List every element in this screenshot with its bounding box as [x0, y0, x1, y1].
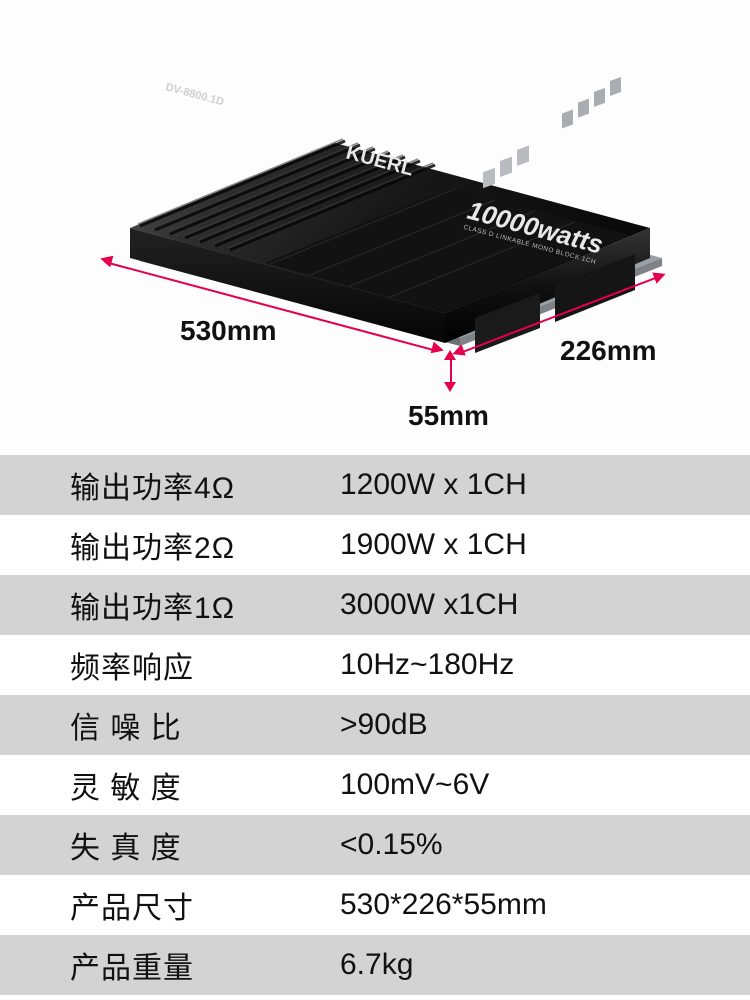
dim-label-width: 226mm: [560, 335, 657, 367]
spec-label: 频率响应: [0, 643, 300, 687]
spec-row: 信 噪 比>90dB: [0, 695, 750, 755]
dim-arrow: [444, 350, 456, 360]
spec-label: 产品重量: [0, 943, 300, 987]
spec-row: 输出功率4Ω1200W x 1CH: [0, 455, 750, 515]
spec-row: 输出功率2Ω1900W x 1CH: [0, 515, 750, 575]
spec-label: 输出功率4Ω: [0, 463, 300, 507]
spec-value: 1200W x 1CH: [300, 468, 750, 502]
spec-row: 灵 敏 度100mV~6V: [0, 755, 750, 815]
spec-value: 100mV~6V: [300, 768, 750, 802]
spec-value: <0.15%: [300, 828, 750, 862]
spec-row: 产品尺寸530*226*55mm: [0, 875, 750, 935]
spec-value: 530*226*55mm: [300, 888, 750, 922]
spec-label: 输出功率1Ω: [0, 583, 300, 627]
spec-value: 3000W x1CH: [300, 588, 750, 622]
product-image-area: DV-8800.1D KUERL 10000watts CLASS D LINK…: [0, 0, 750, 455]
spec-label: 失 真 度: [0, 823, 300, 867]
spec-row: 输出功率1Ω3000W x1CH: [0, 575, 750, 635]
terminal-block-right: [555, 77, 635, 322]
dim-label-height: 55mm: [408, 400, 489, 432]
spec-label: 产品尺寸: [0, 883, 300, 927]
spec-row: 失 真 度<0.15%: [0, 815, 750, 875]
spec-row: 频率响应10Hz~180Hz: [0, 635, 750, 695]
model-stamp: DV-8800.1D: [164, 81, 225, 108]
specs-table: 输出功率4Ω1200W x 1CH输出功率2Ω1900W x 1CH输出功率1Ω…: [0, 455, 750, 995]
spec-value: 6.7kg: [300, 948, 750, 982]
dim-arrow: [444, 382, 456, 392]
spec-value: 10Hz~180Hz: [300, 648, 750, 682]
spec-value: 1900W x 1CH: [300, 528, 750, 562]
dim-label-length: 530mm: [180, 315, 277, 347]
spec-value: >90dB: [300, 708, 750, 742]
spec-label: 信 噪 比: [0, 703, 300, 747]
spec-label: 输出功率2Ω: [0, 523, 300, 567]
spec-row: 产品重量6.7kg: [0, 935, 750, 995]
spec-label: 灵 敏 度: [0, 763, 300, 807]
